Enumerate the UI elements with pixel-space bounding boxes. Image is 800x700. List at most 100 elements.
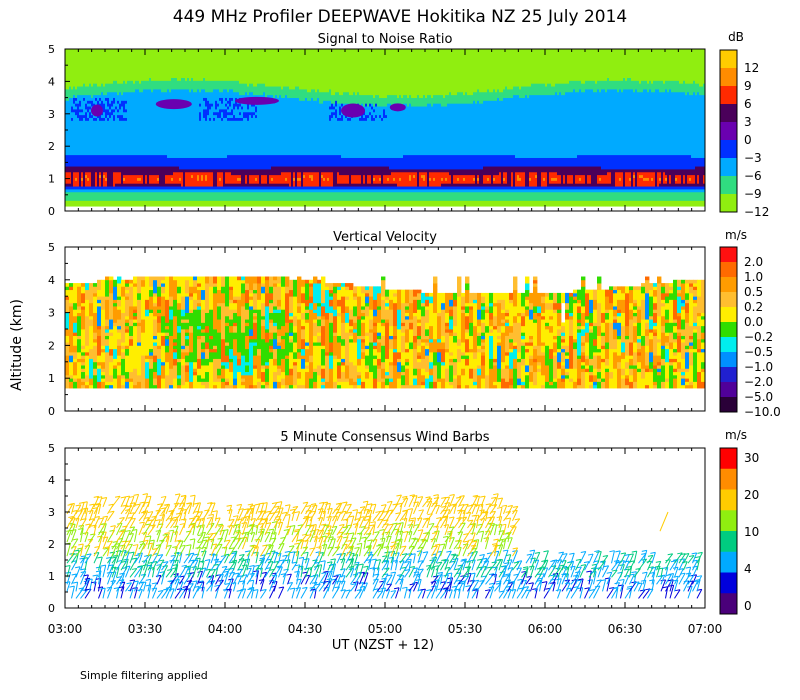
- snr-cell: [211, 80, 214, 93]
- snr-cell: [345, 157, 348, 167]
- snr-cell: [295, 191, 298, 201]
- velocity-cell: [113, 338, 118, 343]
- snr-cell: [245, 111, 248, 118]
- snr-cell: [397, 49, 400, 98]
- snr-cell: [609, 191, 612, 201]
- snr-cell: [619, 200, 622, 207]
- velocity-cell: [81, 306, 86, 310]
- snr-cell: [447, 49, 450, 96]
- velocity-cell: [157, 319, 162, 323]
- snr-cell: [661, 80, 664, 93]
- snr-cell: [497, 183, 500, 187]
- snr-cell: [371, 191, 374, 201]
- snr-cell: [425, 154, 428, 170]
- snr-cell: [649, 186, 652, 190]
- velocity-cell: [85, 361, 90, 366]
- snr-cell: [67, 183, 70, 187]
- snr-cell: [559, 200, 562, 207]
- velocity-cell: [157, 358, 162, 363]
- snr-cell: [445, 188, 448, 193]
- velocity-cell: [77, 332, 82, 336]
- snr-cell: [375, 157, 378, 167]
- snr-cell: [563, 200, 566, 207]
- snr-cell: [283, 166, 286, 173]
- snr-cell: [665, 88, 668, 156]
- velocity-cell: [97, 283, 102, 287]
- snr-cell: [337, 166, 340, 173]
- snr-cell: [127, 183, 130, 187]
- snr-cell: [393, 200, 396, 207]
- snr-cell: [359, 166, 362, 176]
- snr-cell: [673, 49, 676, 81]
- snr-cell: [183, 188, 186, 193]
- velocity-cell: [97, 302, 102, 307]
- snr-cell: [613, 191, 616, 201]
- snr-cell: [335, 191, 338, 201]
- snr-cell: [509, 88, 512, 98]
- snr-cell: [489, 166, 492, 176]
- snr-cell: [569, 191, 572, 201]
- snr-cell: [453, 168, 456, 176]
- snr-cell: [107, 49, 110, 84]
- snr-cell: [509, 186, 512, 190]
- snr-cell: [481, 186, 484, 190]
- snr-cell: [667, 80, 670, 93]
- snr-cell: [531, 157, 534, 167]
- snr-cell: [89, 188, 92, 193]
- velocity-cell: [89, 335, 94, 340]
- snr-cell: [233, 188, 236, 193]
- snr-cell: [297, 154, 300, 167]
- velocity-cell: [177, 279, 182, 284]
- snr-cell: [521, 86, 524, 98]
- snr-cell: [239, 154, 242, 170]
- snr-cell: [169, 49, 172, 81]
- velocity-cell: [97, 289, 102, 294]
- snr-cell: [249, 83, 252, 93]
- snr-cell: [541, 200, 544, 207]
- snr-cell: [233, 91, 236, 104]
- snr-cell: [233, 49, 236, 81]
- snr-cell: [703, 183, 706, 187]
- velocity-cell: [121, 384, 126, 389]
- snr-cell: [413, 171, 416, 176]
- snr-cell: [71, 120, 74, 156]
- snr-cell: [437, 94, 440, 104]
- snr-cell: [285, 188, 288, 193]
- snr-cell: [391, 106, 394, 158]
- velocity-cell: [65, 283, 70, 287]
- snr-cell: [569, 91, 572, 158]
- snr-cell: [489, 100, 492, 156]
- snr-cell: [271, 188, 274, 193]
- velocity-cell: [173, 322, 178, 327]
- snr-cell: [77, 188, 80, 193]
- snr-cell: [349, 49, 352, 96]
- snr-cell: [375, 183, 378, 187]
- snr-cell: [79, 86, 82, 96]
- snr-cell: [615, 88, 618, 156]
- snr-cell: [209, 49, 212, 81]
- velocity-cell: [89, 283, 94, 287]
- snr-cell: [451, 168, 454, 187]
- snr-cell: [417, 188, 420, 193]
- snr-cell: [649, 88, 652, 156]
- snr-cell: [353, 188, 356, 193]
- velocity-cell: [193, 378, 198, 382]
- snr-cell: [271, 183, 274, 187]
- snr-cell: [613, 49, 616, 81]
- snr-cell: [225, 100, 228, 104]
- snr-cell: [549, 166, 552, 173]
- snr-cell: [585, 166, 588, 187]
- velocity-cell: [181, 338, 186, 343]
- snr-cell: [573, 166, 576, 187]
- snr-cell: [213, 200, 216, 207]
- velocity-cell: [113, 279, 118, 284]
- snr-cell: [567, 166, 570, 176]
- velocity-cell: [101, 286, 106, 291]
- snr-cell: [473, 174, 476, 178]
- snr-cell: [341, 174, 344, 184]
- snr-cell: [569, 157, 572, 167]
- velocity-cell: [137, 355, 142, 359]
- snr-cell: [667, 154, 670, 170]
- snr-cell: [233, 200, 236, 207]
- snr-cell: [547, 188, 550, 193]
